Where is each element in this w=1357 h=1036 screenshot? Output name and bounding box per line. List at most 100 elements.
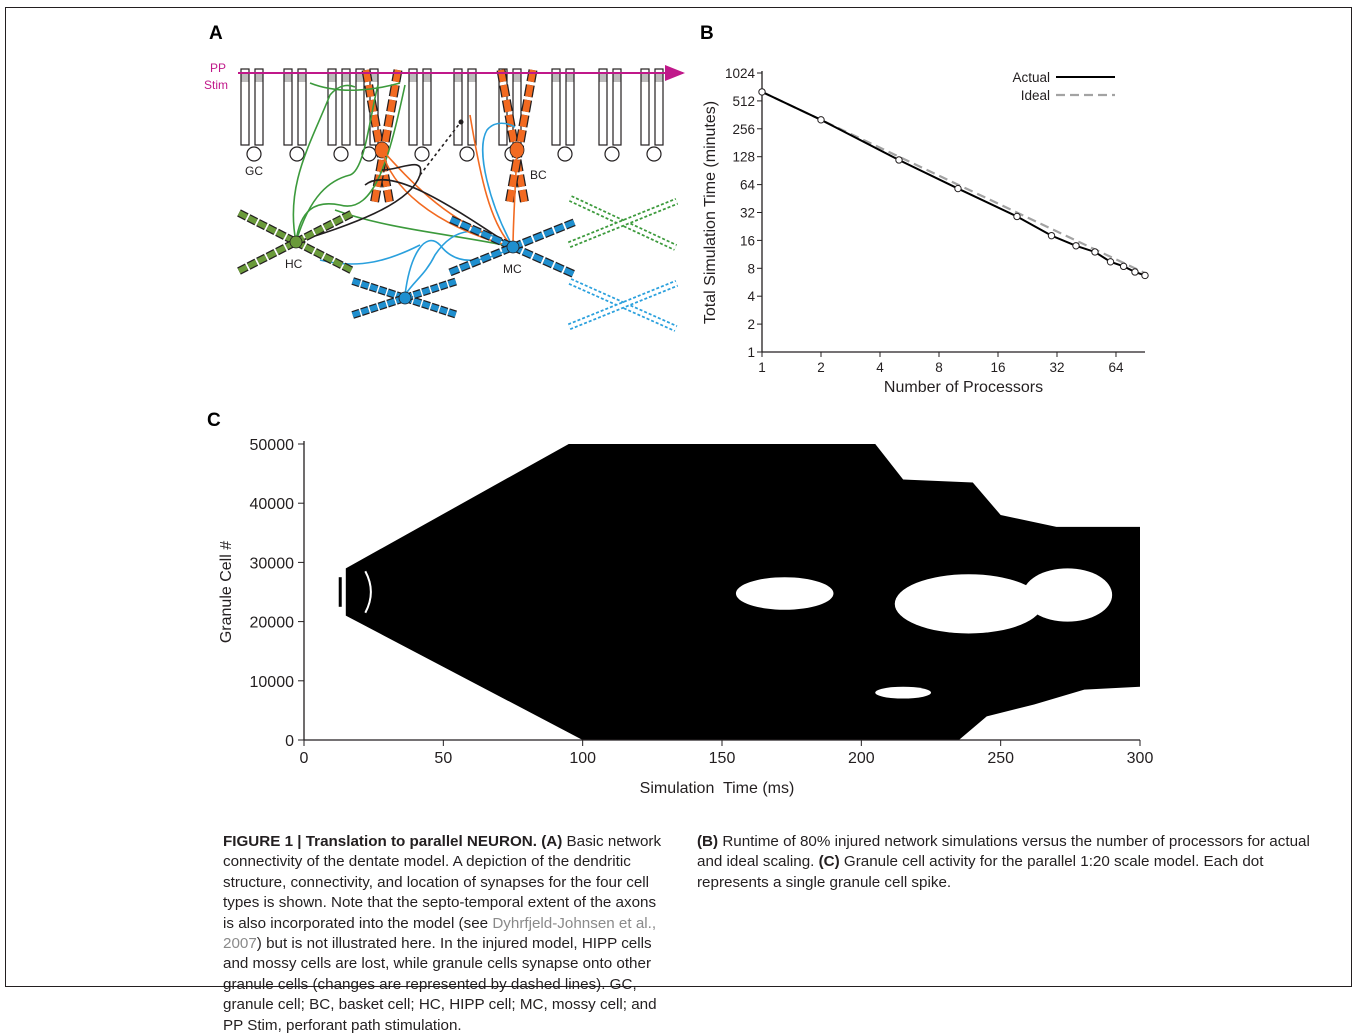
granule-cell	[551, 68, 575, 162]
quiet-hole	[1022, 568, 1113, 622]
dendrite	[480, 230, 492, 240]
y-tick-label: 2	[747, 317, 755, 332]
basket-dendrite	[506, 189, 515, 203]
mc-label: MC	[503, 262, 522, 276]
caption-heading: FIGURE 1 | Translation to parallel NEURO…	[223, 833, 537, 850]
granule-dendrite	[422, 68, 432, 146]
quiet-hole	[735, 577, 834, 610]
dashed-axon-terminal	[458, 119, 464, 125]
dendrite	[266, 250, 277, 259]
dendrite	[447, 309, 457, 318]
x-axis-label: Simulation Time (ms)	[640, 780, 795, 797]
dendrite	[459, 262, 471, 271]
hc-axon-5	[334, 209, 514, 248]
dendrite	[351, 310, 361, 318]
dendrite	[256, 254, 268, 264]
basket-dendrite	[362, 69, 372, 83]
basket-dendrite	[522, 99, 531, 113]
basket-dendrite	[392, 69, 402, 83]
dendrite	[543, 228, 555, 237]
caption-a-text-1: Basic network connectivity of the dentat…	[223, 833, 662, 932]
hc-axon-2	[295, 84, 406, 243]
basket-dendrite	[387, 99, 396, 113]
x-tick-label: 200	[848, 750, 875, 767]
granule-dendrite	[551, 68, 561, 146]
x-axis-label: Number of Processors	[884, 379, 1043, 396]
dendrite	[564, 219, 576, 229]
dendrite	[448, 266, 460, 276]
dendrite	[430, 284, 440, 293]
dendrite	[304, 230, 315, 240]
basket-dendrite	[497, 69, 507, 83]
x-tick-label: 1	[758, 360, 766, 375]
y-tick-label: 20000	[250, 615, 295, 632]
granule-dendrite	[240, 68, 250, 146]
legend-actual-label: Actual	[1012, 70, 1050, 85]
x-tick-label: 32	[1049, 360, 1064, 375]
dendrite-inner	[568, 199, 678, 247]
quiet-hole	[875, 686, 932, 699]
panel-label-c: C	[207, 410, 221, 431]
y-tick-label: 4	[747, 289, 755, 304]
caption-a-text-2: ) but is not illustrated here. In the in…	[223, 935, 657, 1034]
raster-chart: 0 10000 20000 30000 40000 50000 0 50 100 150 200 25…	[218, 437, 1153, 797]
legend-ideal-label: Ideal	[1021, 88, 1050, 103]
granule-soma	[646, 146, 662, 162]
basket-cells	[361, 69, 538, 203]
spike-raster	[338, 444, 1140, 740]
granule-dendrite	[565, 68, 575, 146]
data-point	[1013, 212, 1021, 221]
y-tick-label: 128	[732, 150, 755, 165]
dendrite	[266, 225, 277, 234]
granule-dendrite	[598, 68, 608, 146]
granule-soma	[557, 146, 573, 162]
granule-dendrite	[467, 68, 477, 146]
basket-dendrite	[516, 174, 525, 188]
hc-axon-4	[309, 82, 401, 91]
x-tick-label: 150	[709, 750, 736, 767]
bc-axon-4	[469, 114, 514, 248]
granule-cells	[240, 68, 664, 162]
granule-cell	[453, 68, 477, 162]
granule-cell	[598, 68, 622, 162]
mossy-cell-left	[351, 277, 457, 319]
basket-dendrite	[500, 84, 509, 98]
dendrite	[323, 254, 334, 263]
dendrite	[377, 301, 387, 310]
caption-a-label: (A)	[541, 833, 563, 850]
basket-dendrite	[509, 174, 518, 188]
data-point	[1141, 271, 1149, 280]
y-tick-label: 8	[747, 261, 755, 276]
granule-dendrite	[254, 68, 264, 146]
dendrite	[522, 236, 534, 246]
x-tick-label: 16	[990, 360, 1005, 375]
dendrite	[553, 262, 565, 272]
dendrite	[342, 211, 353, 221]
basket-dendrite	[525, 84, 534, 98]
bc-axon-3	[512, 149, 518, 248]
granule-cell	[408, 68, 432, 162]
dendrite	[342, 263, 353, 273]
wavefront-arc	[364, 570, 372, 614]
data-point	[954, 184, 962, 193]
hipp-cell	[237, 209, 354, 275]
dendrite	[247, 259, 258, 269]
caption-reference-link[interactable]: Dyhrfjeld-Johnsen et al., 2007	[223, 914, 657, 953]
mc-axon-1	[481, 122, 516, 248]
quiet-hole	[894, 574, 1043, 634]
granule-soma	[459, 146, 475, 162]
dendrite	[360, 307, 370, 315]
dendrite	[386, 289, 396, 298]
granule-cell	[640, 68, 664, 162]
dendrite	[421, 287, 431, 295]
basket-dendrite	[381, 174, 390, 188]
dashed-gc-axon	[419, 122, 461, 176]
dendrite	[237, 264, 249, 274]
basket-dendrite	[370, 114, 380, 128]
granule-soma	[604, 146, 620, 162]
y-tick-label: 40000	[250, 496, 295, 513]
dendrite	[439, 281, 448, 290]
granule-dendrite	[453, 68, 463, 146]
panel-label-a: A	[209, 23, 223, 44]
y-axis-label: Total Simulation Time (minutes)	[702, 101, 719, 324]
